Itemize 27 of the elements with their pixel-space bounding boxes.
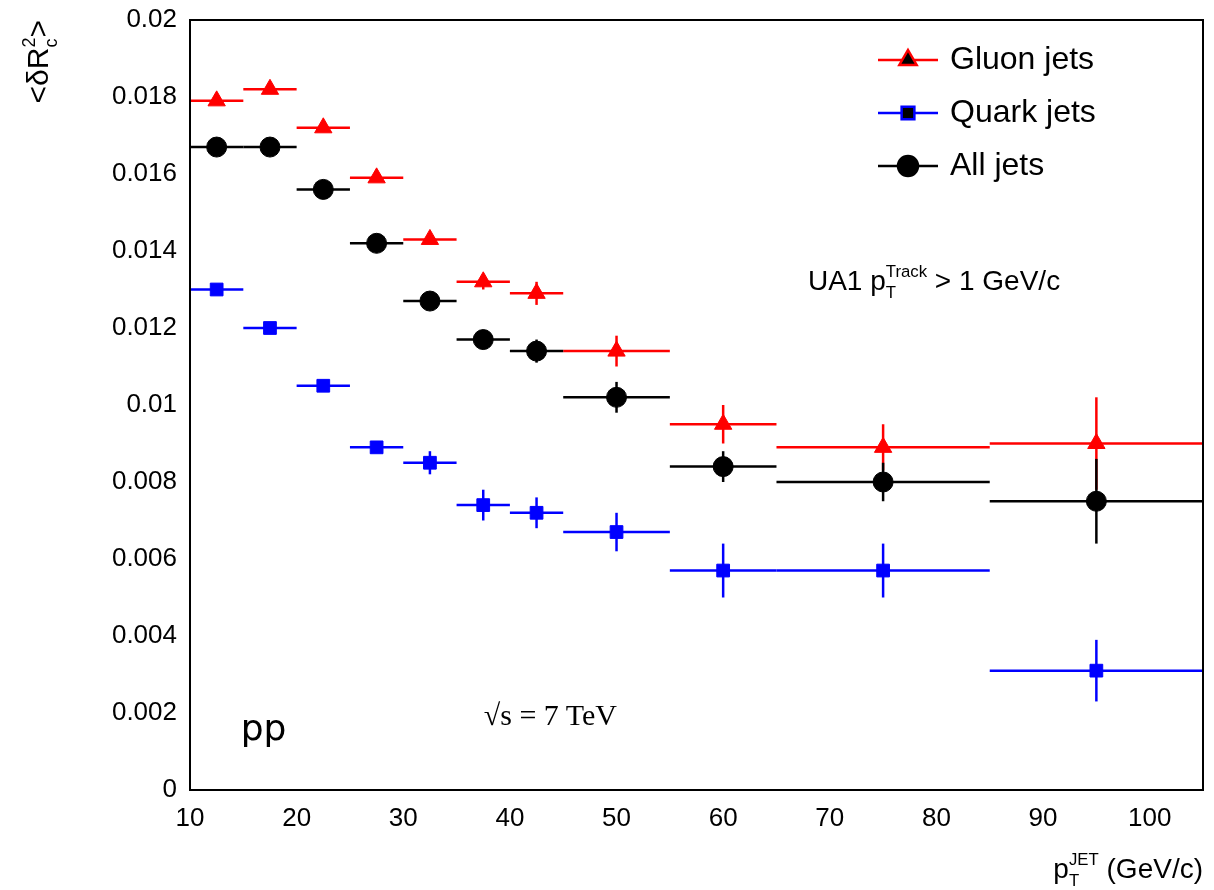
y-tick-label: 0.016 bbox=[111, 157, 177, 188]
y-tick-label: 0.02 bbox=[126, 3, 177, 34]
x-tick-label: 90 bbox=[1028, 801, 1058, 832]
legend-label: Gluon jets bbox=[950, 39, 1095, 76]
y-tick-label: 0.014 bbox=[111, 234, 177, 265]
y-axis-title: <δRc2> bbox=[18, 19, 61, 104]
x-tick-label: 40 bbox=[495, 801, 525, 832]
y-tick-label: 0.006 bbox=[111, 542, 177, 573]
y-tick-label: 0.004 bbox=[111, 619, 177, 650]
y-tick-label: 0.008 bbox=[111, 465, 177, 496]
annotation: √s = 7 TeV bbox=[483, 697, 618, 731]
x-tick-label: 50 bbox=[602, 801, 631, 832]
legend-label: Quark jets bbox=[950, 92, 1096, 129]
x-tick-label: 70 bbox=[815, 801, 845, 832]
y-tick-label: 0 bbox=[162, 773, 177, 804]
x-tick-label: 60 bbox=[708, 801, 738, 832]
x-tick-label: 80 bbox=[921, 801, 951, 832]
legend-label: All jets bbox=[950, 145, 1045, 182]
x-tick-label: 30 bbox=[388, 801, 418, 832]
x-tick-label: 20 bbox=[282, 801, 312, 832]
annotation: pp bbox=[240, 706, 287, 748]
x-tick-label: 100 bbox=[1127, 801, 1172, 832]
x-tick-label: 10 bbox=[175, 801, 205, 832]
y-tick-label: 0.01 bbox=[126, 388, 177, 419]
y-tick-label: 0.018 bbox=[111, 80, 177, 111]
y-tick-label: 0.012 bbox=[111, 311, 177, 342]
y-tick-label: 0.002 bbox=[111, 696, 177, 727]
